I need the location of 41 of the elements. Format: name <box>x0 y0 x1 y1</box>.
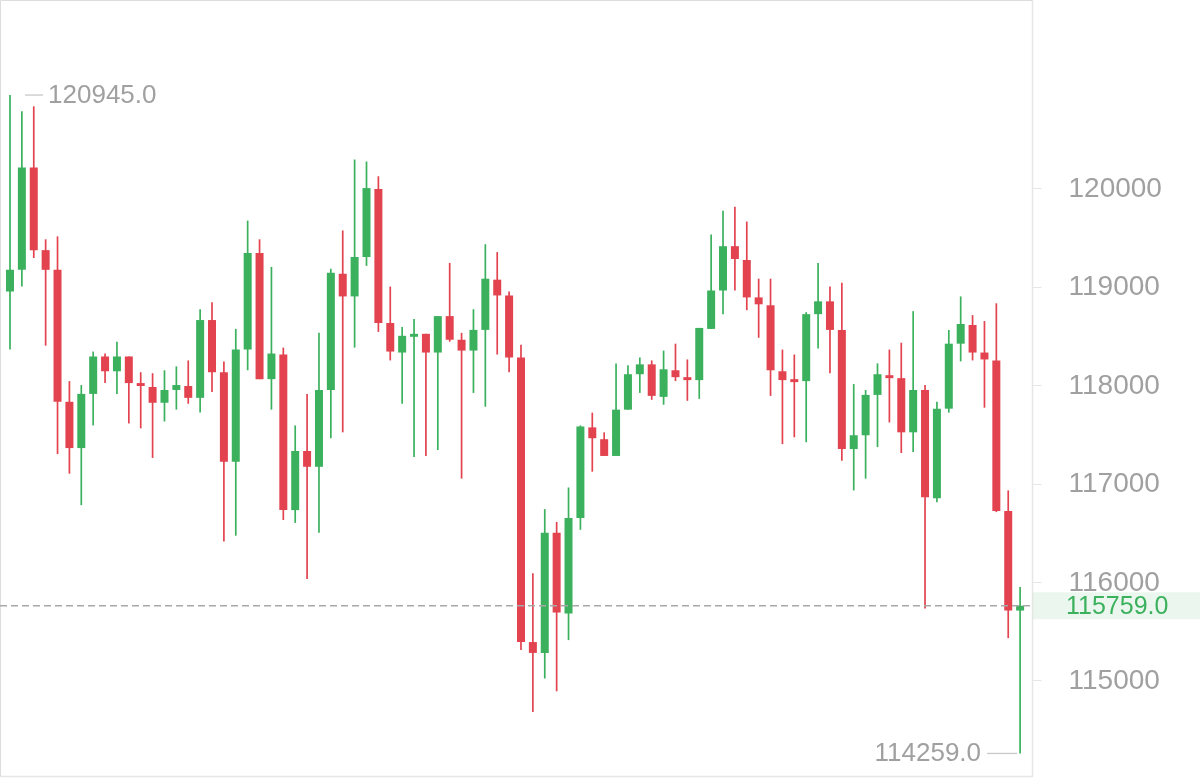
y-tick-label: 118000 <box>1068 368 1160 400</box>
candlestick <box>101 352 110 384</box>
candlestick <box>778 348 787 445</box>
candlestick <box>790 353 799 439</box>
candlestick <box>754 277 763 339</box>
candlestick <box>885 348 894 424</box>
candlestick <box>588 411 597 473</box>
candlestick <box>184 359 193 405</box>
candlestick <box>1016 586 1025 755</box>
y-tick-label: 119000 <box>1068 270 1160 302</box>
candlestick <box>730 205 739 292</box>
candlestick <box>303 393 312 580</box>
candlestick <box>410 318 419 458</box>
candlestick <box>457 332 466 480</box>
candlestick <box>956 295 965 363</box>
candlestick <box>671 342 680 382</box>
candlestick <box>849 383 858 492</box>
candlestick <box>528 572 537 713</box>
annotation: 114259.0 <box>874 737 982 768</box>
candlestick <box>148 372 157 459</box>
annotation: 120945.0 <box>48 79 157 110</box>
y-tick-label: 117000 <box>1068 467 1160 499</box>
candlestick <box>421 332 430 457</box>
candlestick <box>683 358 692 402</box>
candlestick <box>445 262 454 343</box>
candlestick <box>469 308 478 394</box>
candlestick <box>493 251 502 356</box>
candlestick <box>635 356 644 394</box>
candlestick <box>600 431 609 457</box>
candlestick <box>136 371 145 430</box>
candlestick <box>873 362 882 448</box>
candlestick <box>398 326 407 405</box>
candlestick <box>814 262 823 350</box>
y-tick-label: 115000 <box>1068 663 1160 695</box>
candlestick <box>338 229 347 434</box>
candlestick <box>172 365 181 411</box>
candlestick <box>112 340 121 395</box>
candlestick <box>41 238 50 347</box>
candlestick <box>5 94 14 351</box>
y-tick-label: 120000 <box>1068 171 1162 203</box>
candlestick <box>160 369 169 423</box>
